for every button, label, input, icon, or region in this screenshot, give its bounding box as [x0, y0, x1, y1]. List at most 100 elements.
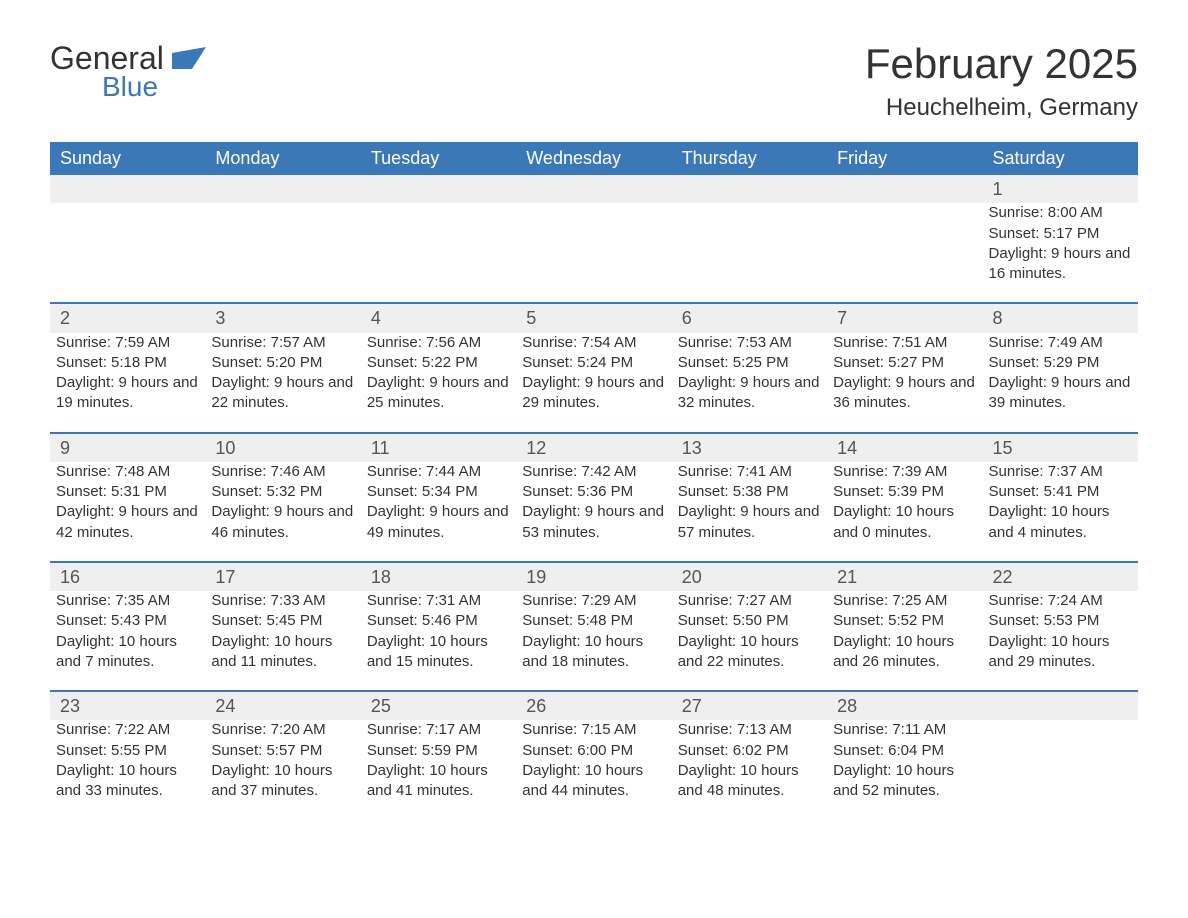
day-detail-cell: Sunrise: 7:57 AMSunset: 5:20 PMDaylight:…	[205, 333, 360, 433]
day-number-cell	[205, 175, 360, 203]
daylight-line: Daylight: 9 hours and 46 minutes.	[211, 502, 354, 543]
sunset-line: Sunset: 5:29 PM	[989, 353, 1132, 373]
day-header: Tuesday	[361, 142, 516, 175]
day-detail-cell	[516, 203, 671, 303]
sunrise-line: Sunrise: 7:46 AM	[211, 462, 354, 482]
daylight-line: Daylight: 10 hours and 0 minutes.	[833, 502, 976, 543]
sunrise-line: Sunrise: 7:37 AM	[989, 462, 1132, 482]
daylight-line: Daylight: 10 hours and 22 minutes.	[678, 632, 821, 673]
sunrise-line: Sunrise: 7:31 AM	[367, 591, 510, 611]
day-detail-cell: Sunrise: 7:11 AMSunset: 6:04 PMDaylight:…	[827, 720, 982, 819]
day-detail-cell: Sunrise: 7:35 AMSunset: 5:43 PMDaylight:…	[50, 591, 205, 691]
day-detail-cell: Sunrise: 7:54 AMSunset: 5:24 PMDaylight:…	[516, 333, 671, 433]
daylight-line: Daylight: 9 hours and 19 minutes.	[56, 373, 199, 414]
sunset-line: Sunset: 5:48 PM	[522, 611, 665, 631]
sunset-line: Sunset: 5:59 PM	[367, 741, 510, 761]
day-number-cell: 12	[516, 433, 671, 462]
day-detail-cell: Sunrise: 7:46 AMSunset: 5:32 PMDaylight:…	[205, 462, 360, 562]
day-header: Wednesday	[516, 142, 671, 175]
day-number-cell: 6	[672, 303, 827, 332]
sunrise-line: Sunrise: 7:20 AM	[211, 720, 354, 740]
day-number-cell: 3	[205, 303, 360, 332]
day-detail-cell: Sunrise: 7:17 AMSunset: 5:59 PMDaylight:…	[361, 720, 516, 819]
sunrise-line: Sunrise: 7:42 AM	[522, 462, 665, 482]
daylight-line: Daylight: 9 hours and 29 minutes.	[522, 373, 665, 414]
day-detail-cell: Sunrise: 7:44 AMSunset: 5:34 PMDaylight:…	[361, 462, 516, 562]
day-number-cell: 2	[50, 303, 205, 332]
day-detail-cell: Sunrise: 7:29 AMSunset: 5:48 PMDaylight:…	[516, 591, 671, 691]
day-detail-cell: Sunrise: 7:31 AMSunset: 5:46 PMDaylight:…	[361, 591, 516, 691]
day-number-cell: 24	[205, 691, 360, 720]
day-number-cell: 14	[827, 433, 982, 462]
day-detail-row: Sunrise: 7:35 AMSunset: 5:43 PMDaylight:…	[50, 591, 1138, 691]
day-number-cell: 1	[983, 175, 1138, 203]
sunset-line: Sunset: 5:36 PM	[522, 482, 665, 502]
day-detail-cell: Sunrise: 7:42 AMSunset: 5:36 PMDaylight:…	[516, 462, 671, 562]
daylight-line: Daylight: 9 hours and 57 minutes.	[678, 502, 821, 543]
day-number-cell: 16	[50, 562, 205, 591]
sunset-line: Sunset: 5:27 PM	[833, 353, 976, 373]
daylight-line: Daylight: 9 hours and 16 minutes.	[989, 244, 1132, 285]
day-number-cell: 28	[827, 691, 982, 720]
day-detail-cell	[205, 203, 360, 303]
day-detail-cell: Sunrise: 7:51 AMSunset: 5:27 PMDaylight:…	[827, 333, 982, 433]
location-label: Heuchelheim, Germany	[865, 94, 1138, 122]
day-detail-cell: Sunrise: 7:59 AMSunset: 5:18 PMDaylight:…	[50, 333, 205, 433]
sunset-line: Sunset: 5:39 PM	[833, 482, 976, 502]
sunset-line: Sunset: 5:55 PM	[56, 741, 199, 761]
title-block: February 2025 Heuchelheim, Germany	[865, 40, 1138, 122]
logo: General Blue	[50, 40, 206, 103]
sunrise-line: Sunrise: 7:24 AM	[989, 591, 1132, 611]
sunrise-line: Sunrise: 7:48 AM	[56, 462, 199, 482]
sunrise-line: Sunrise: 7:15 AM	[522, 720, 665, 740]
daylight-line: Daylight: 9 hours and 32 minutes.	[678, 373, 821, 414]
day-number-cell: 19	[516, 562, 671, 591]
sunset-line: Sunset: 5:24 PM	[522, 353, 665, 373]
day-number-cell: 18	[361, 562, 516, 591]
daylight-line: Daylight: 9 hours and 39 minutes.	[989, 373, 1132, 414]
sunrise-line: Sunrise: 7:56 AM	[367, 333, 510, 353]
sunset-line: Sunset: 5:45 PM	[211, 611, 354, 631]
daylight-line: Daylight: 10 hours and 26 minutes.	[833, 632, 976, 673]
sunrise-line: Sunrise: 7:51 AM	[833, 333, 976, 353]
day-number-cell	[672, 175, 827, 203]
daylight-line: Daylight: 10 hours and 11 minutes.	[211, 632, 354, 673]
daylight-line: Daylight: 10 hours and 29 minutes.	[989, 632, 1132, 673]
day-number-cell: 23	[50, 691, 205, 720]
sunrise-line: Sunrise: 7:25 AM	[833, 591, 976, 611]
daylight-line: Daylight: 10 hours and 37 minutes.	[211, 761, 354, 802]
daylight-line: Daylight: 9 hours and 49 minutes.	[367, 502, 510, 543]
sunset-line: Sunset: 5:46 PM	[367, 611, 510, 631]
day-number-cell	[827, 175, 982, 203]
sunrise-line: Sunrise: 7:22 AM	[56, 720, 199, 740]
day-detail-cell: Sunrise: 7:27 AMSunset: 5:50 PMDaylight:…	[672, 591, 827, 691]
day-number-cell	[50, 175, 205, 203]
sunset-line: Sunset: 5:41 PM	[989, 482, 1132, 502]
daylight-line: Daylight: 9 hours and 42 minutes.	[56, 502, 199, 543]
day-number-cell: 17	[205, 562, 360, 591]
sunrise-line: Sunrise: 7:33 AM	[211, 591, 354, 611]
daylight-line: Daylight: 10 hours and 7 minutes.	[56, 632, 199, 673]
daylight-line: Daylight: 10 hours and 18 minutes.	[522, 632, 665, 673]
logo-flag-icon	[172, 47, 206, 74]
sunset-line: Sunset: 5:18 PM	[56, 353, 199, 373]
day-detail-cell	[827, 203, 982, 303]
sunset-line: Sunset: 5:50 PM	[678, 611, 821, 631]
day-number-cell	[516, 175, 671, 203]
day-detail-cell: Sunrise: 7:39 AMSunset: 5:39 PMDaylight:…	[827, 462, 982, 562]
sunrise-line: Sunrise: 7:11 AM	[833, 720, 976, 740]
calendar-table: SundayMondayTuesdayWednesdayThursdayFrid…	[50, 142, 1138, 819]
day-number-cell: 11	[361, 433, 516, 462]
sunset-line: Sunset: 5:52 PM	[833, 611, 976, 631]
day-number-cell: 20	[672, 562, 827, 591]
daylight-line: Daylight: 9 hours and 22 minutes.	[211, 373, 354, 414]
day-number-cell: 9	[50, 433, 205, 462]
daylight-line: Daylight: 10 hours and 4 minutes.	[989, 502, 1132, 543]
day-number-cell: 21	[827, 562, 982, 591]
sunrise-line: Sunrise: 7:54 AM	[522, 333, 665, 353]
sunset-line: Sunset: 6:04 PM	[833, 741, 976, 761]
sunset-line: Sunset: 5:20 PM	[211, 353, 354, 373]
sunset-line: Sunset: 6:00 PM	[522, 741, 665, 761]
sunset-line: Sunset: 5:57 PM	[211, 741, 354, 761]
day-number-cell: 15	[983, 433, 1138, 462]
